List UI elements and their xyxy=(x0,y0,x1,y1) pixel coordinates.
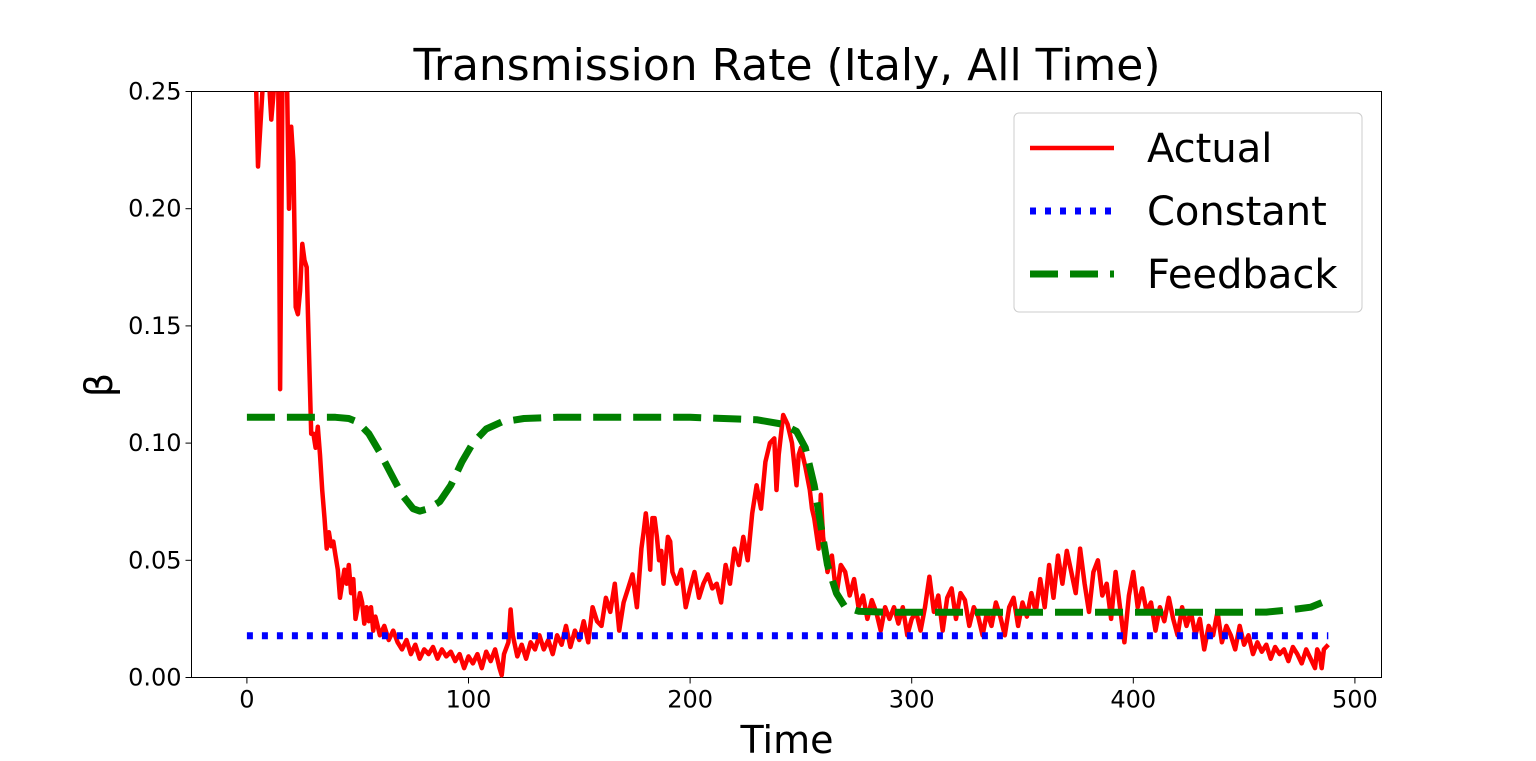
legend-box xyxy=(1013,112,1363,313)
x-tick-label: 300 xyxy=(889,686,935,714)
x-tick-label: 400 xyxy=(1110,686,1156,714)
x-axis-label: Time xyxy=(740,718,834,761)
legend-label-feedback: Feedback xyxy=(1147,252,1338,298)
y-tick-label: 0.00 xyxy=(128,664,181,692)
y-tick-label: 0.10 xyxy=(128,429,181,457)
legend-label-actual: Actual xyxy=(1147,126,1272,172)
legend: Actual Constant Feedback xyxy=(1013,112,1363,313)
y-tick-label: 0.25 xyxy=(128,78,181,106)
legend-label-constant: Constant xyxy=(1147,189,1327,235)
series-line-feedback xyxy=(246,413,1330,616)
x-tick-label: 500 xyxy=(1332,686,1378,714)
x-tick-label: 0 xyxy=(239,686,254,714)
y-tick-label: 0.15 xyxy=(128,312,181,340)
x-tick-label: 200 xyxy=(667,686,713,714)
chart-title: Transmission Rate (Italy, All Time) xyxy=(412,40,1160,91)
y-tick-label: 0.20 xyxy=(128,195,181,223)
series-line-actual xyxy=(253,91,1330,678)
y-tick-label: 0.05 xyxy=(128,546,181,574)
y-axis-label: β xyxy=(77,373,121,397)
x-tick-label: 100 xyxy=(446,686,492,714)
